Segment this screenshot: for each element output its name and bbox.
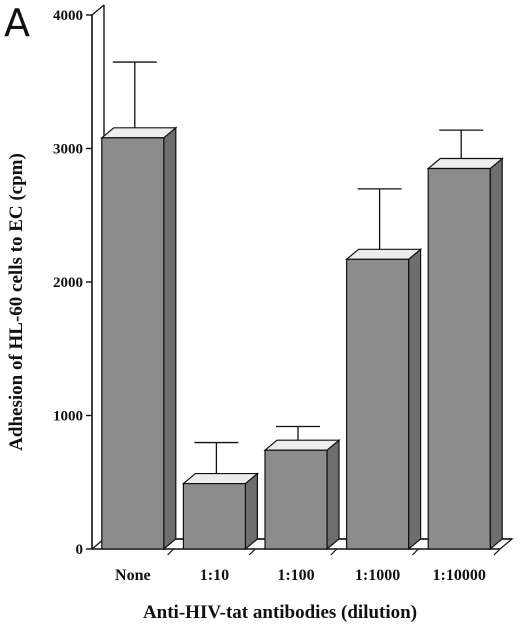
x-axis-title: Anti-HIV-tat antibodies (dilution) <box>143 602 417 623</box>
y-tick-label: 3000 <box>53 142 83 158</box>
x-axis-tick-labels: None 1:10 1:100 1:1000 1:10000 <box>115 549 500 584</box>
bar-front <box>102 138 164 549</box>
x-tick-label: None <box>115 567 151 584</box>
bar-front <box>265 450 327 549</box>
x-tick <box>249 549 255 555</box>
x-tick-label: 1:10 <box>200 567 229 584</box>
y-axis-ticks: 0 1000 2000 3000 4000 <box>53 8 92 558</box>
bar-side <box>327 440 339 549</box>
bar-1:100 <box>265 427 339 549</box>
bar-top <box>428 159 502 169</box>
bar-series <box>102 62 502 549</box>
x-tick <box>494 549 500 555</box>
bar-side <box>490 159 502 549</box>
x-tick-label: 1:10000 <box>433 567 486 584</box>
y-tick-label: 0 <box>76 542 84 558</box>
y-axis-top-edge <box>92 5 104 15</box>
x-tick-label: 1:1000 <box>355 567 400 584</box>
x-tick <box>331 549 337 555</box>
y-tick-label: 4000 <box>53 8 83 24</box>
y-axis-title: Adhesion of HL-60 cells to EC (cpm) <box>6 153 27 451</box>
panel-label: A <box>4 1 30 45</box>
bar-1:10 <box>183 443 257 549</box>
bar-top <box>265 440 339 450</box>
bar-front <box>347 259 409 549</box>
x-tick-label: 1:100 <box>277 567 314 584</box>
bar-1:1000 <box>347 189 421 549</box>
bar-side <box>409 249 421 549</box>
bar-side <box>164 128 176 549</box>
bar-None <box>102 62 176 549</box>
bar-top <box>347 249 421 259</box>
x-tick <box>412 549 418 555</box>
bar-1:10000 <box>428 130 502 549</box>
bar-top <box>183 474 257 484</box>
bar-top <box>102 128 176 138</box>
x-tick <box>168 549 174 555</box>
y-tick-label: 1000 <box>53 409 83 425</box>
bar-front <box>183 484 245 549</box>
bar-front <box>428 169 490 549</box>
bar-side <box>245 474 257 549</box>
y-tick-label: 2000 <box>53 275 83 291</box>
